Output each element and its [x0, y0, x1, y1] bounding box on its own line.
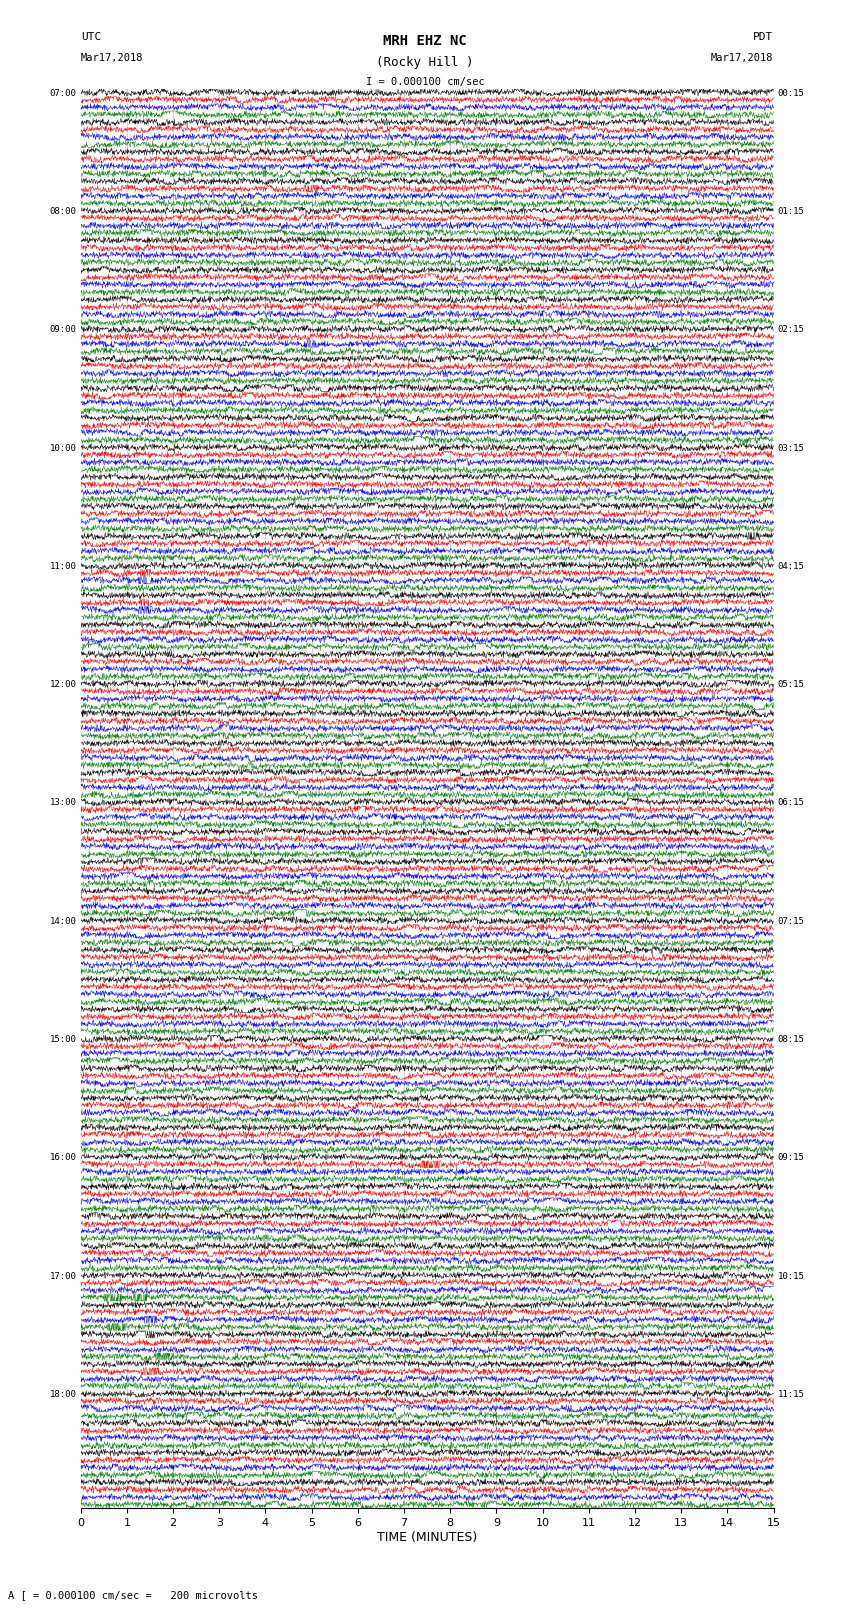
Text: 09:00: 09:00: [49, 326, 76, 334]
Text: 10:15: 10:15: [778, 1271, 805, 1281]
Text: 11:00: 11:00: [49, 561, 76, 571]
Text: 09:15: 09:15: [778, 1153, 805, 1163]
Text: 17:00: 17:00: [49, 1271, 76, 1281]
Text: 07:15: 07:15: [778, 916, 805, 926]
Text: 00:15: 00:15: [778, 89, 805, 98]
Text: 13:00: 13:00: [49, 798, 76, 808]
Text: 07:00: 07:00: [49, 89, 76, 98]
Text: (Rocky Hill ): (Rocky Hill ): [377, 56, 473, 69]
Text: 04:15: 04:15: [778, 561, 805, 571]
Text: 16:00: 16:00: [49, 1153, 76, 1163]
Text: 10:00: 10:00: [49, 444, 76, 453]
Text: 11:15: 11:15: [778, 1390, 805, 1398]
Text: 08:15: 08:15: [778, 1036, 805, 1044]
Text: 05:15: 05:15: [778, 681, 805, 689]
Text: 12:00: 12:00: [49, 681, 76, 689]
Text: MRH EHZ NC: MRH EHZ NC: [383, 34, 467, 48]
Text: 08:00: 08:00: [49, 206, 76, 216]
Text: 15:00: 15:00: [49, 1036, 76, 1044]
Text: Mar17,2018: Mar17,2018: [81, 53, 144, 63]
Text: I = 0.000100 cm/sec: I = 0.000100 cm/sec: [366, 77, 484, 87]
X-axis label: TIME (MINUTES): TIME (MINUTES): [377, 1531, 477, 1544]
Text: A [ = 0.000100 cm/sec =   200 microvolts: A [ = 0.000100 cm/sec = 200 microvolts: [8, 1590, 258, 1600]
Text: PDT: PDT: [753, 32, 774, 42]
Text: 01:15: 01:15: [778, 206, 805, 216]
Text: Mar17,2018: Mar17,2018: [711, 53, 774, 63]
Text: 14:00: 14:00: [49, 916, 76, 926]
Text: 18:00: 18:00: [49, 1390, 76, 1398]
Text: 03:15: 03:15: [778, 444, 805, 453]
Text: 06:15: 06:15: [778, 798, 805, 808]
Text: 02:15: 02:15: [778, 326, 805, 334]
Text: UTC: UTC: [81, 32, 101, 42]
